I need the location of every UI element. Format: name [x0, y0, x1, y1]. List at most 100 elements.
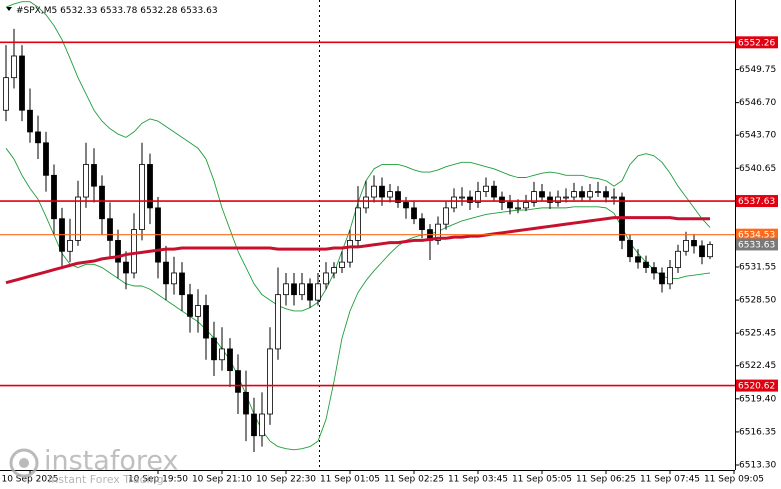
candle-body: [651, 267, 657, 274]
candle-body: [419, 218, 425, 230]
header-text: #SPX,M5 6532.33 6533.78 6532.28 6533.63: [16, 6, 218, 16]
candle-body: [299, 283, 305, 296]
watermark-brand: instaforex: [44, 446, 178, 477]
candle-body: [451, 196, 457, 209]
level-label: 6552.26: [738, 38, 775, 48]
candle-body: [107, 218, 113, 241]
price-label-box: [736, 238, 778, 251]
candle-body: [115, 240, 121, 263]
candle-body: [499, 196, 505, 203]
candle-body: [171, 272, 177, 285]
candle-body: [211, 337, 217, 361]
candle-body: [587, 191, 593, 198]
candle-body: [603, 191, 609, 198]
candle-body: [331, 267, 337, 274]
candle-body: [411, 207, 417, 220]
candle-body: [555, 196, 561, 203]
candle-body: [75, 196, 81, 241]
candle-body: [659, 272, 665, 285]
x-tick-label: 10 Sep 22:30: [256, 475, 316, 485]
candle-body: [363, 196, 369, 209]
candle-body: [571, 191, 577, 198]
level-label: 6520.62: [738, 382, 775, 392]
candle-body: [187, 294, 193, 317]
x-tick-label: 11 Sep 02:25: [384, 475, 444, 485]
candle-body: [123, 261, 129, 274]
ohlc-open: 6532.33: [60, 6, 97, 16]
candle-body: [315, 283, 321, 301]
candle-body: [403, 202, 409, 209]
x-tick-label: 10 Sep 19:50: [128, 475, 188, 485]
candle-body: [507, 202, 513, 209]
candle-body: [259, 413, 265, 437]
candle-body: [515, 207, 521, 210]
ohlc-low: 6532.28: [140, 6, 177, 16]
candle-body: [283, 283, 289, 296]
candle-body: [339, 261, 345, 268]
candle-body: [91, 164, 97, 187]
watermark-tagline: Instant Forex Trading: [48, 473, 164, 486]
candle-body: [699, 245, 705, 258]
candle-body: [459, 196, 465, 199]
candle-body: [347, 240, 353, 263]
x-tick-label: 11 Sep 07:45: [640, 475, 700, 485]
y-tick-label: 6549.75: [739, 65, 776, 75]
y-tick-label: 6546.70: [739, 98, 776, 108]
x-tick-label: 10 Sep 2025: [1, 475, 58, 485]
candle-body: [51, 174, 57, 220]
bollinger-lower: [5, 147, 711, 451]
candle-body: [563, 196, 569, 199]
candle-body: [163, 261, 169, 285]
candle-body: [523, 202, 529, 209]
candle-body: [483, 185, 489, 193]
header-arrow: [6, 7, 12, 11]
candle-body: [235, 370, 241, 393]
candle-body: [243, 391, 249, 415]
candle-body: [27, 109, 33, 133]
candle-body: [195, 305, 201, 317]
candle-body: [443, 207, 449, 225]
ohlc-high: 6533.78: [100, 6, 137, 16]
candle-body: [547, 196, 553, 203]
candle-body: [467, 196, 473, 203]
candle-body: [475, 191, 481, 203]
x-tick-label: 11 Sep 06:25: [576, 475, 636, 485]
candle-body: [251, 413, 257, 437]
header: #SPX,M5 6532.33 6533.78 6532.28 6533.63: [6, 6, 218, 16]
x-tick-label: 11 Sep 03:45: [448, 475, 508, 485]
y-tick-label: 6528.50: [739, 296, 776, 306]
y-tick-label: 6513.30: [739, 461, 776, 471]
moving-average: [5, 216, 710, 285]
candle-body: [395, 191, 401, 203]
candle-body: [267, 348, 273, 415]
candle-body: [275, 294, 281, 350]
candle-body: [203, 305, 209, 339]
level-label: 6534.53: [738, 231, 775, 241]
candle-body: [19, 55, 25, 111]
watermark-logo: [9, 448, 39, 478]
y-tick-label: 6522.45: [739, 361, 776, 371]
level-label-box: [736, 228, 778, 241]
candle-body: [595, 191, 601, 194]
watermark: instaforex Instant Forex Trading: [9, 446, 178, 486]
candle-body: [355, 207, 361, 241]
candle-body: [323, 272, 329, 285]
y-tick-label: 6519.40: [739, 394, 776, 404]
y-tick-label: 6516.35: [739, 427, 776, 437]
ohlc-close: 6533.63: [180, 6, 217, 16]
candle-body: [43, 142, 49, 176]
candle-body: [707, 244, 713, 258]
candle-body: [387, 191, 393, 198]
candle-body: [691, 240, 697, 247]
x-tick-label: 11 Sep 09:05: [704, 475, 764, 485]
candle-body: [643, 261, 649, 268]
candle-body: [611, 196, 617, 199]
candle-body: [435, 223, 441, 241]
candle-body: [147, 164, 153, 209]
candle-body: [627, 240, 633, 258]
candle-body: [11, 55, 17, 79]
candle-body: [3, 77, 9, 111]
